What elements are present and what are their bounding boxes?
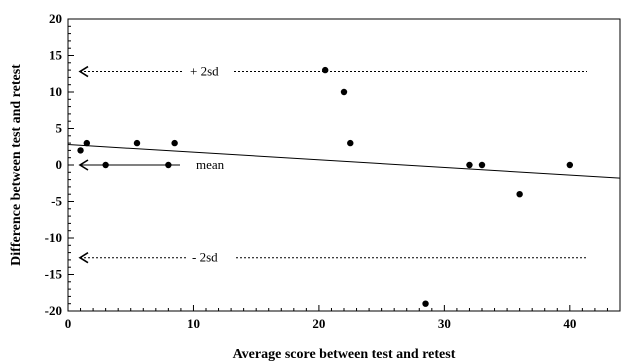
y-tick-label: -5	[51, 194, 62, 209]
reference-lines: + 2sd mean - 2sd	[78, 64, 587, 265]
x-axis-title: Average score between test and retest	[233, 347, 456, 362]
reference-line-mean: mean	[78, 157, 225, 172]
data-points	[77, 66, 574, 307]
data-point	[133, 139, 141, 147]
reference-line-2sd: - 2sd	[78, 250, 587, 265]
reference-line-label: - 2sd	[192, 250, 218, 265]
data-point	[102, 161, 109, 169]
x-tick-label: 20	[312, 316, 325, 331]
y-tick-label: 10	[49, 84, 62, 99]
x-tick-label: 0	[65, 316, 72, 331]
x-tick-label: 30	[438, 316, 451, 331]
reference-line-label: mean	[196, 157, 225, 172]
reference-line-2sd: + 2sd	[78, 64, 587, 79]
data-point	[478, 161, 486, 169]
reference-line-label: + 2sd	[190, 64, 219, 79]
y-tick-label: 15	[49, 48, 63, 63]
trend-line	[67, 144, 621, 179]
data-point	[516, 191, 523, 198]
y-tick-label: 20	[49, 11, 62, 26]
y-tick-label: 5	[56, 121, 63, 136]
x-tick-label: 10	[187, 316, 200, 331]
data-point	[340, 88, 348, 96]
data-point	[83, 139, 91, 147]
y-tick-label: -20	[45, 303, 62, 318]
data-point	[321, 66, 329, 74]
data-point	[466, 161, 473, 169]
data-point	[165, 161, 172, 169]
data-point	[171, 139, 178, 147]
y-tick-label: -15	[45, 267, 63, 282]
y-tick-label: 0	[56, 157, 63, 172]
data-point	[566, 161, 574, 169]
x-tick-label: 40	[563, 316, 576, 331]
y-axis-title: Difference between test and retest	[9, 64, 24, 266]
y-tick-label: -10	[45, 230, 62, 245]
data-point	[77, 147, 84, 154]
data-point	[422, 300, 429, 307]
data-point	[347, 139, 354, 147]
